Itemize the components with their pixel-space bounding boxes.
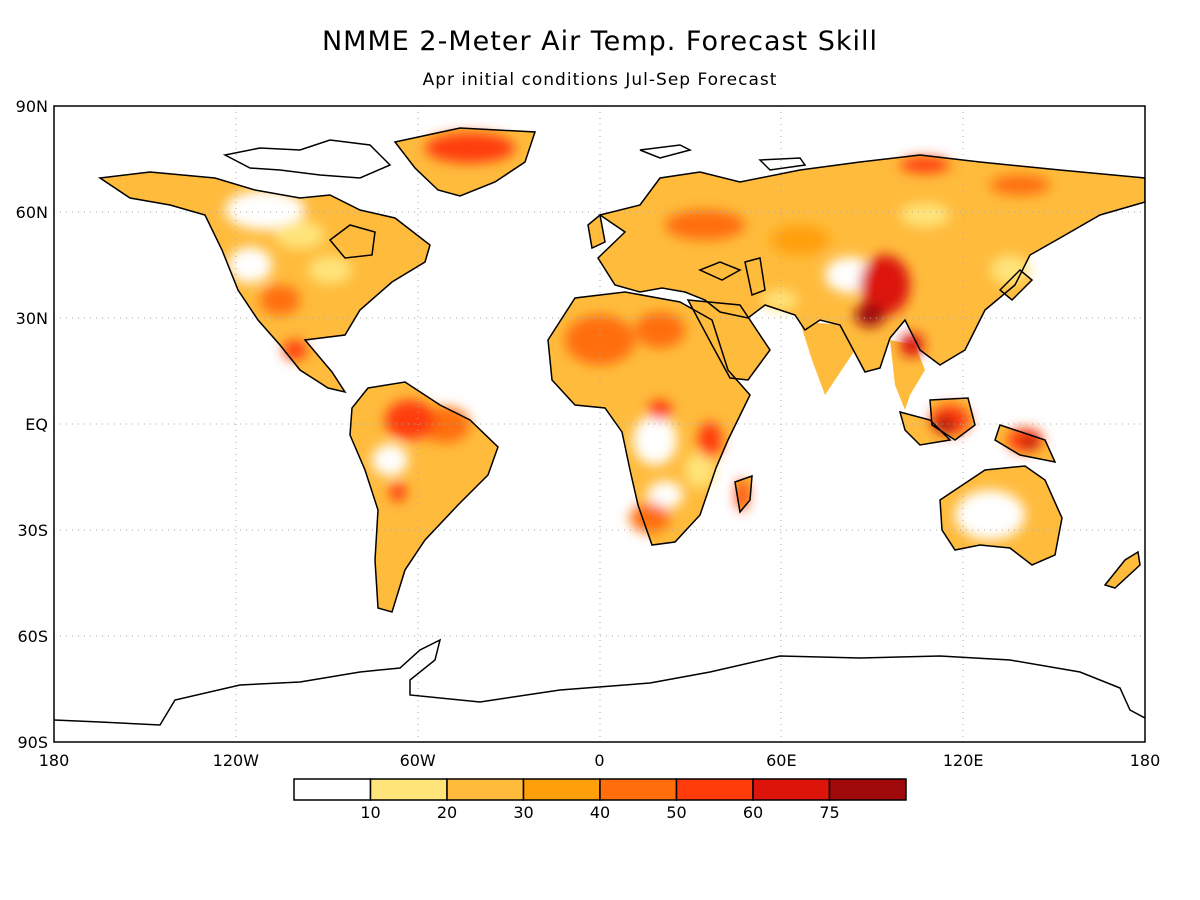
lon-label-5: 120E [943,751,984,770]
lon-label-3: 0 [594,751,604,770]
colorbar-labels: 10 20 30 40 50 60 75 [360,803,839,822]
south-america [350,382,498,612]
colorbar-segment-2 [446,778,525,801]
lat-label-60s: 60S [17,627,48,646]
lat-label-90s: 90S [17,733,48,752]
latitude-labels: 90N 60N 30N EQ 30S 60S 90S [16,97,48,752]
colorbar [293,778,907,801]
map-subtitle: Apr initial conditions Jul-Sep Forecast [422,70,778,90]
lon-label-6: 180 [1130,751,1161,770]
colorbar-label-75: 75 [819,803,839,822]
new-zealand [1105,552,1140,588]
gridlines [54,106,1145,742]
colorbar-segment-5 [675,778,754,801]
india [800,322,855,395]
lat-label-eq: EQ [25,415,48,434]
southeast-asia [890,340,925,410]
colorbar-segment-3 [522,778,601,801]
map-title: NMME 2-Meter Air Temp. Forecast Skill [321,26,879,57]
colorbar-segment-0 [293,778,372,801]
lat-label-30s: 30S [17,521,48,540]
antarctica [54,638,1145,726]
colorbar-label-60: 60 [743,803,763,822]
map-frame [53,105,1146,743]
colorbar-segment-1 [369,778,448,801]
lat-label-30n: 30N [16,309,48,328]
colorbar-segment-4 [599,778,678,801]
colorbar-label-50: 50 [666,803,686,822]
colorbar-label-10: 10 [360,803,380,822]
colorbar-segment-7 [828,778,907,801]
lon-label-4: 60E [766,751,796,770]
colorbar-label-20: 20 [437,803,457,822]
lon-label-2: 60W [400,751,436,770]
colorbar-label-40: 40 [590,803,610,822]
lon-label-1: 120W [213,751,260,770]
colorbar-label-30: 30 [513,803,533,822]
lat-label-90n: 90N [16,97,48,116]
longitude-labels: 180 120W 60W 0 60E 120E 180 [39,751,1161,770]
colorbar-segment-6 [752,778,831,801]
lon-label-0: 180 [39,751,70,770]
lat-label-60n: 60N [16,203,48,222]
coastlines [54,127,1145,726]
uk [588,215,605,248]
